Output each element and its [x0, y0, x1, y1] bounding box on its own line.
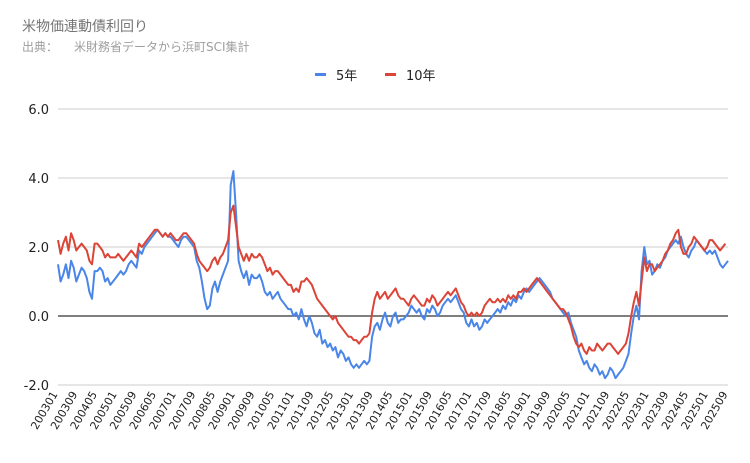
chart-title: 米物価連動債利回り [22, 19, 148, 35]
y-tick-label: -2.0 [24, 379, 49, 394]
y-tick-label: 2.0 [28, 241, 49, 256]
y-tick-label: 6.0 [28, 103, 49, 118]
y-tick-label: 0.0 [28, 310, 49, 325]
x-axis-ticks: 2003012003092004052005012005092006052007… [28, 389, 730, 432]
series-line-5y [57, 170, 729, 380]
legend-label-5y: 5年 [336, 69, 357, 84]
source-label: 出典： [22, 40, 59, 54]
y-axis-ticks: 6.0 4.0 2.0 0.0 -2.0 [24, 103, 49, 394]
y-tick-label: 4.0 [28, 172, 49, 187]
legend-label-10y: 10年 [406, 69, 436, 84]
source-text: 米財務省データから浜町SCI集計 [74, 40, 250, 54]
legend-swatch-5y [315, 73, 326, 76]
legend: 5年 10年 [315, 69, 436, 84]
legend-swatch-10y [385, 73, 396, 76]
series-line-10y [57, 204, 727, 355]
series-lines [57, 170, 729, 380]
chart-subtitle: 出典： 米財務省データから浜町SCI集計 [22, 38, 250, 55]
gridlines [58, 108, 728, 386]
